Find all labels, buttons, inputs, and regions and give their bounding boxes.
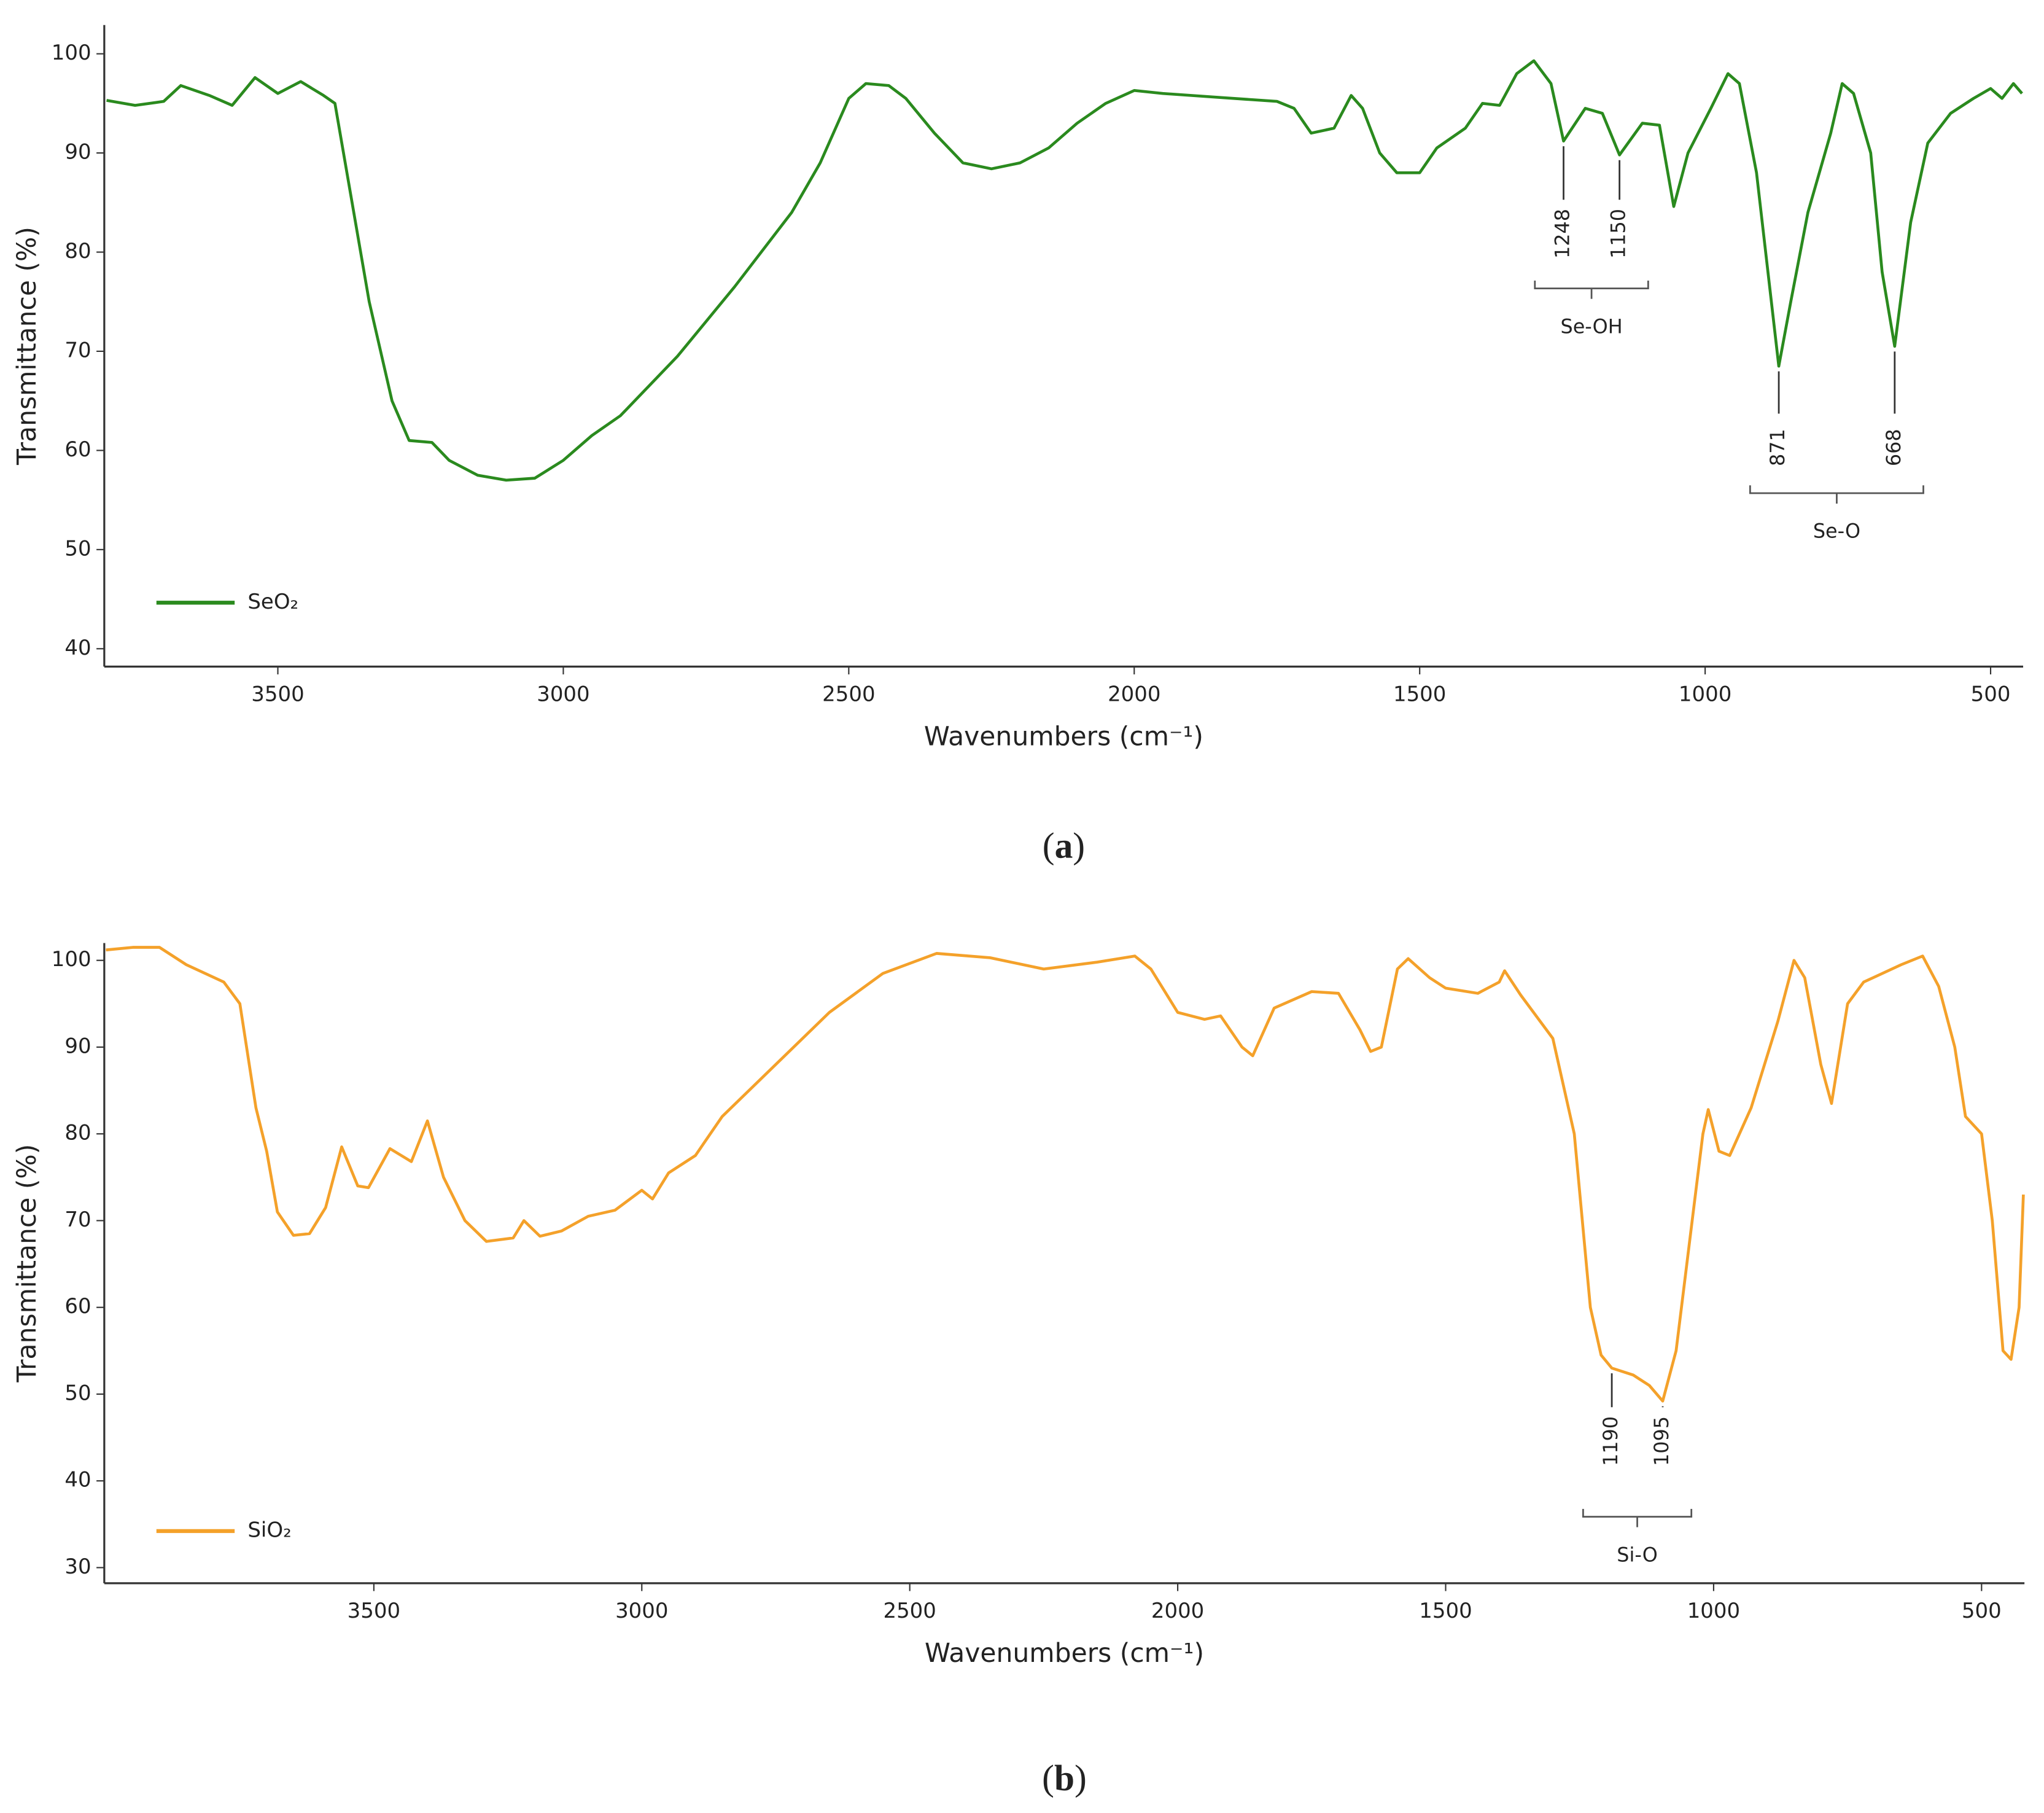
x-tick-label: 1000 xyxy=(1687,1599,1740,1623)
x-tick-label: 1500 xyxy=(1419,1599,1472,1623)
y-tick-label: 80 xyxy=(64,1121,91,1145)
x-tick-label: 1500 xyxy=(1393,682,1446,707)
x-tick-label: 2000 xyxy=(1151,1599,1204,1623)
y-tick-label: 50 xyxy=(64,536,91,561)
x-tick-label: 3000 xyxy=(615,1599,668,1623)
series-line xyxy=(106,59,2023,482)
x-tick-label: 1000 xyxy=(1679,682,1731,707)
panel-label-part: ) xyxy=(1074,1757,1087,1798)
y-tick-label: 90 xyxy=(64,1034,91,1058)
y-tick-label: 100 xyxy=(52,947,91,972)
panel-label-part: b xyxy=(1054,1757,1074,1798)
panel-label: (b) xyxy=(1042,1757,1087,1798)
y-tick-label: 80 xyxy=(64,239,91,263)
y-tick-label: 30 xyxy=(64,1554,91,1579)
peak-label: 668 xyxy=(1882,429,1905,466)
bracket xyxy=(1749,485,1924,504)
x-axis-label: Wavenumbers (cm⁻¹) xyxy=(924,722,1203,752)
peak-label: 1248 xyxy=(1551,209,1574,259)
panel-label-part: ( xyxy=(1042,1757,1054,1798)
panel-label-part: ) xyxy=(1073,825,1085,865)
x-tick-label: 2000 xyxy=(1108,682,1160,707)
x-tick-label: 3500 xyxy=(251,682,304,707)
legend-label: SeO₂ xyxy=(247,590,298,614)
panel-label: (a) xyxy=(1043,825,1085,865)
peak-label: 1190 xyxy=(1599,1416,1622,1466)
legend-label: SiO₂ xyxy=(247,1518,291,1542)
x-tick-label: 500 xyxy=(1962,1599,2002,1623)
x-tick-label: 2500 xyxy=(883,1599,936,1623)
group-label: Se-O xyxy=(1813,520,1860,543)
y-tick-label: 90 xyxy=(64,140,91,165)
peak-label: 1150 xyxy=(1607,209,1630,259)
y-tick-label: 60 xyxy=(64,1294,91,1319)
series-line xyxy=(106,946,2025,1403)
y-tick-label: 50 xyxy=(64,1381,91,1405)
y-tick-label: 60 xyxy=(64,437,91,462)
x-axis-label: Wavenumbers (cm⁻¹) xyxy=(925,1639,1204,1669)
y-tick-label: 100 xyxy=(52,41,91,65)
y-tick-label: 40 xyxy=(64,636,91,660)
panel-label-part: a xyxy=(1055,825,1073,865)
group-label: Si-O xyxy=(1617,1543,1657,1566)
bracket xyxy=(1534,280,1649,299)
y-tick-label: 70 xyxy=(64,338,91,362)
bracket xyxy=(1582,1508,1693,1527)
panel-label-part: ( xyxy=(1043,825,1055,865)
group-label: Se-OH xyxy=(1560,314,1622,338)
peak-label: 871 xyxy=(1766,429,1789,466)
x-tick-label: 500 xyxy=(1971,682,2011,707)
y-tick-label: 40 xyxy=(64,1468,91,1492)
x-tick-label: 3000 xyxy=(537,682,589,707)
y-axis-label: Transmittance (%) xyxy=(12,1144,42,1383)
x-tick-label: 3500 xyxy=(348,1599,400,1623)
peak-label: 1095 xyxy=(1650,1416,1673,1466)
y-axis-label: Transmittance (%) xyxy=(12,227,42,466)
y-tick-label: 70 xyxy=(64,1207,91,1232)
x-tick-label: 2500 xyxy=(822,682,875,707)
